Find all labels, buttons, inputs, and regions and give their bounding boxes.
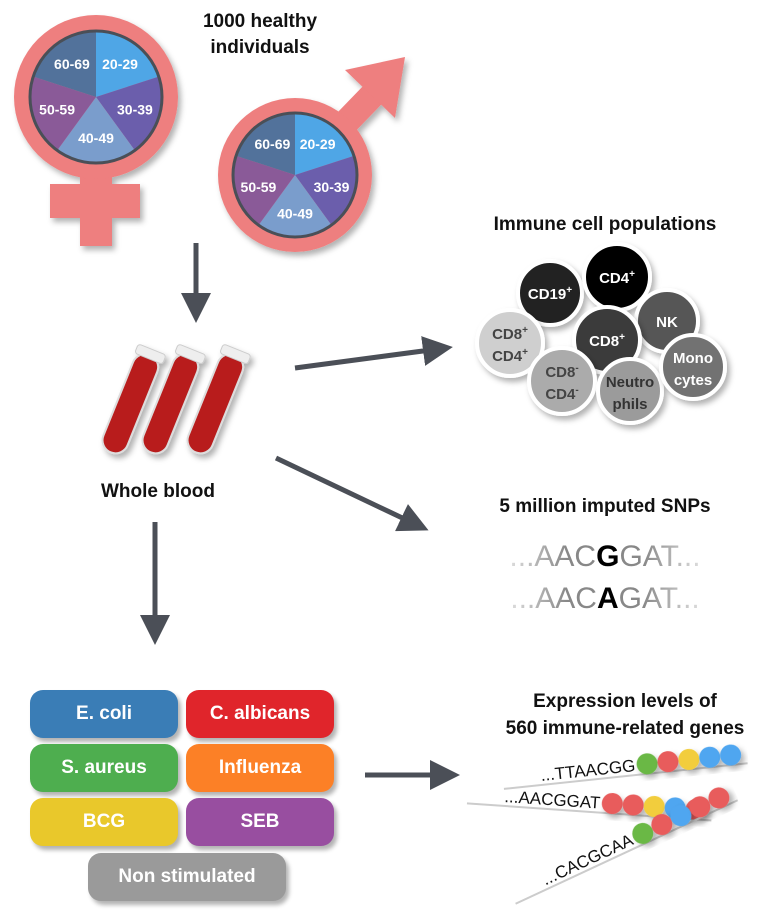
stimulus-e-coli: E. coli bbox=[30, 690, 178, 738]
cell-cd8: CD8+ bbox=[572, 305, 642, 375]
arrow-blood-to-snps bbox=[274, 455, 429, 532]
cohort-title-line2: individuals bbox=[210, 37, 309, 58]
stimulus-s-aureus: S. aureus bbox=[30, 744, 178, 792]
pie-slice-60-69 bbox=[33, 31, 96, 97]
strand-sequence: ...AACGGAT bbox=[504, 787, 601, 813]
stimulus-bcg: BCG bbox=[30, 798, 178, 846]
svg-text:NK: NK bbox=[656, 314, 678, 331]
svg-text:Neutro: Neutro bbox=[606, 374, 654, 391]
age-label: 40-49 bbox=[78, 130, 114, 146]
age-label: 50-59 bbox=[39, 102, 75, 118]
snps-title: 5 million imputed SNPs bbox=[499, 496, 710, 517]
stimulus-non-stimulated: Non stimulated bbox=[88, 853, 286, 901]
expression-bead bbox=[632, 822, 654, 844]
snp-row: ...AACAGAT... bbox=[510, 582, 700, 615]
expression-bead bbox=[720, 744, 742, 766]
age-label: 50-59 bbox=[241, 179, 277, 195]
svg-text:cytes: cytes bbox=[674, 372, 712, 389]
expression-bead bbox=[636, 753, 658, 775]
cohort-title-line1: 1000 healthy bbox=[203, 11, 317, 32]
age-label: 60-69 bbox=[254, 136, 290, 152]
expression-bead bbox=[708, 787, 730, 809]
svg-text:CD8-: CD8- bbox=[545, 363, 578, 381]
svg-text:CD4+: CD4+ bbox=[492, 347, 528, 365]
strand-sequence: ...CACGCAA bbox=[539, 830, 637, 889]
svg-text:CD4+: CD4+ bbox=[599, 269, 635, 287]
age-label: 60-69 bbox=[54, 56, 90, 72]
expression-title-line1: Expression levels of bbox=[533, 691, 717, 712]
svg-text:Mono: Mono bbox=[673, 350, 713, 367]
snp-row: ...AACGGAT... bbox=[509, 540, 700, 573]
expression-bead bbox=[689, 796, 711, 818]
pie-slice-50-59 bbox=[30, 76, 96, 151]
expression-bead bbox=[670, 805, 692, 827]
pie-slice-20-29 bbox=[96, 31, 159, 97]
arrow-blood-to-cells bbox=[294, 336, 453, 371]
stimulus-c-albicans: C. albicans bbox=[186, 690, 334, 738]
svg-text:CD8+: CD8+ bbox=[492, 325, 528, 343]
immune-cell-cluster: CD19+ CD4+ NK CD8+ CD4+ CD8+ CD8- CD4- Neutro phi… bbox=[475, 242, 727, 425]
pie-slice-30-39 bbox=[295, 155, 357, 226]
expression-bead bbox=[651, 814, 673, 836]
cell-cd4: CD4+ bbox=[582, 242, 652, 312]
expression-bead bbox=[601, 793, 623, 815]
svg-text:phils: phils bbox=[612, 396, 647, 413]
cell-cd8cd4: CD8+ CD4+ bbox=[475, 308, 545, 378]
pie-slice-50-59 bbox=[233, 155, 295, 226]
age-label: 30-39 bbox=[117, 102, 153, 118]
pie-slice-30-39 bbox=[96, 76, 162, 151]
stimulus-influenza: Influenza bbox=[186, 744, 334, 792]
gene-strands: ...TTAACGG...AACGGAT ...CACGCAA bbox=[466, 744, 748, 905]
svg-text:CD4-: CD4- bbox=[545, 385, 578, 403]
age-label: 20-29 bbox=[102, 56, 138, 72]
pie-slice-40-49 bbox=[57, 97, 135, 164]
whole-blood-label: Whole blood bbox=[101, 481, 215, 502]
age-label: 40-49 bbox=[277, 205, 313, 221]
svg-text:CD8+: CD8+ bbox=[589, 332, 625, 350]
cell-monocytes: Mono cytes bbox=[659, 333, 727, 401]
blood-tubes bbox=[101, 344, 251, 455]
age-label: 20-29 bbox=[300, 136, 336, 152]
cell-cd19: CD19+ bbox=[516, 259, 584, 327]
pie-border bbox=[231, 111, 359, 239]
expression-bead bbox=[678, 748, 700, 770]
cell-neutrophils: Neutro phils bbox=[596, 357, 664, 425]
gene-strand: ...TTAACGG bbox=[503, 744, 748, 790]
pie-border bbox=[28, 29, 164, 165]
svg-text:CD19+: CD19+ bbox=[528, 285, 572, 303]
snp-sequences: ...AACGGAT... ...AACAGAT... bbox=[509, 540, 700, 615]
age-label: 30-39 bbox=[314, 179, 350, 195]
expression-bead bbox=[657, 751, 679, 773]
expression-bead bbox=[643, 795, 665, 817]
pie-slice-40-49 bbox=[258, 175, 332, 238]
arrows bbox=[140, 243, 460, 790]
expression-bead bbox=[622, 794, 644, 816]
stimulus-seb: SEB bbox=[186, 798, 334, 846]
pie-slice-60-69 bbox=[236, 113, 295, 175]
pie-slice-20-29 bbox=[295, 113, 354, 175]
immune-cells-title: Immune cell populations bbox=[494, 214, 717, 235]
expression-title-line2: 560 immune-related genes bbox=[506, 718, 745, 739]
expression-bead bbox=[699, 746, 721, 768]
cell-cd8cd4: CD8- CD4- bbox=[527, 346, 597, 416]
